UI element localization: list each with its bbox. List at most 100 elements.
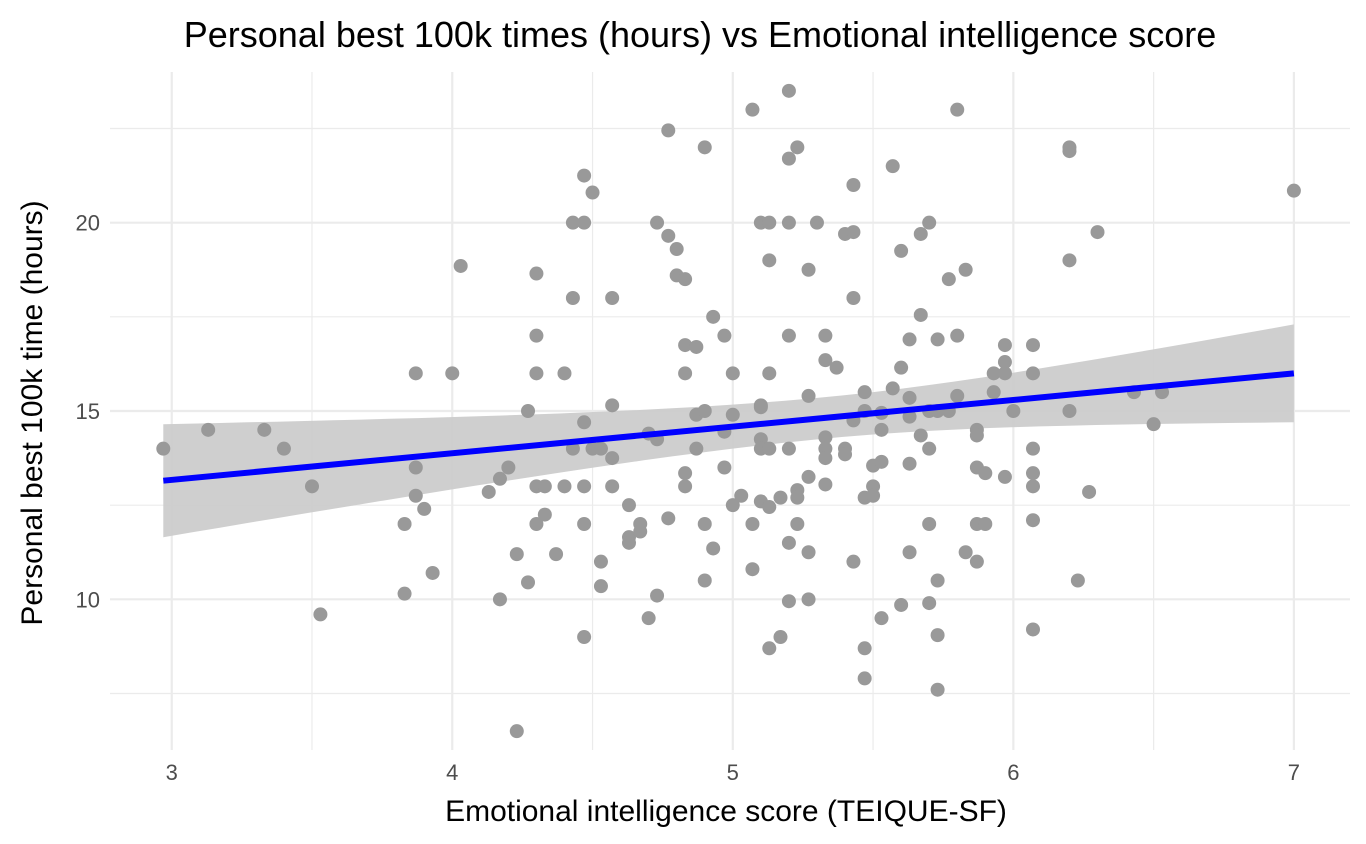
data-point [958, 545, 973, 560]
data-point [894, 360, 909, 375]
data-point [734, 488, 749, 503]
data-point [605, 479, 620, 494]
y-tick-label: 10 [76, 587, 100, 612]
x-tick-labels: 3 4 5 6 7 [166, 760, 1300, 785]
data-point [930, 682, 945, 697]
data-point [408, 488, 423, 503]
data-point [781, 441, 796, 456]
data-point [958, 262, 973, 277]
data-point [801, 262, 816, 277]
data-point [978, 466, 993, 481]
data-point [1025, 366, 1040, 381]
data-point [1062, 404, 1077, 418]
data-point [706, 309, 721, 324]
data-point [846, 178, 861, 192]
data-point [529, 517, 544, 531]
data-point [1025, 441, 1040, 456]
data-point [661, 123, 676, 138]
data-point [605, 398, 620, 413]
data-point [1090, 225, 1105, 240]
data-point [790, 140, 805, 155]
data-point [846, 554, 861, 569]
data-point [1025, 622, 1040, 637]
data-point [605, 291, 620, 305]
data-point [661, 511, 676, 526]
data-point [745, 562, 760, 577]
data-point [801, 469, 816, 484]
x-tick-label: 5 [727, 760, 739, 785]
data-point [885, 159, 900, 174]
data-point [809, 215, 824, 230]
data-point [537, 507, 552, 522]
data-point [577, 415, 592, 430]
data-point [425, 565, 440, 580]
data-point [1025, 466, 1040, 481]
data-point [978, 517, 993, 531]
data-point [557, 479, 572, 494]
data-point [846, 291, 861, 305]
data-point [950, 102, 965, 117]
data-point [717, 460, 732, 475]
data-point [762, 215, 777, 230]
data-point [397, 517, 412, 531]
data-point [838, 447, 853, 462]
x-tick-label: 3 [166, 760, 178, 785]
data-point [650, 588, 665, 603]
data-point [829, 360, 844, 375]
data-point [745, 102, 760, 117]
data-point [509, 547, 524, 562]
y-tick-label: 15 [76, 399, 100, 424]
data-point [781, 215, 796, 230]
data-point [565, 291, 580, 305]
data-point [762, 366, 777, 381]
data-point [1025, 479, 1040, 494]
data-point [913, 428, 928, 443]
data-point [818, 430, 833, 445]
data-point [894, 243, 909, 258]
data-point [801, 388, 816, 403]
data-point [762, 500, 777, 515]
data-point [509, 724, 524, 739]
data-point [717, 328, 732, 343]
data-point [529, 366, 544, 381]
data-point [585, 185, 600, 200]
data-point [986, 366, 1001, 381]
data-point [745, 517, 760, 531]
y-tick-labels: 10 15 20 [76, 211, 100, 613]
data-point [641, 611, 656, 626]
data-point [257, 422, 272, 437]
data-point [1025, 513, 1040, 528]
data-point [997, 355, 1012, 370]
data-point [874, 422, 889, 437]
data-point [622, 498, 637, 513]
x-axis-label: Emotional intelligence score (TEIQUE-SF) [445, 795, 1007, 828]
data-point [408, 460, 423, 475]
data-point [930, 332, 945, 347]
chart-title: Personal best 100k times (hours) vs Emot… [184, 14, 1217, 55]
data-point [529, 266, 544, 281]
data-point [762, 253, 777, 268]
data-point [997, 338, 1012, 353]
data-point [874, 454, 889, 469]
data-point [969, 428, 984, 443]
data-point [304, 479, 319, 494]
data-point [678, 466, 693, 481]
data-point [593, 579, 608, 594]
data-point [894, 597, 909, 612]
fit-line-layer [163, 370, 1295, 484]
data-point [902, 456, 917, 471]
data-point [397, 586, 412, 601]
data-point [781, 328, 796, 343]
data-point [633, 524, 648, 539]
data-point [697, 140, 712, 155]
data-point [549, 547, 564, 562]
data-point [1146, 417, 1161, 432]
data-point [605, 451, 620, 466]
data-point [537, 479, 552, 494]
data-point [818, 451, 833, 466]
data-point [950, 328, 965, 343]
data-point [697, 517, 712, 531]
data-point [1006, 404, 1021, 418]
